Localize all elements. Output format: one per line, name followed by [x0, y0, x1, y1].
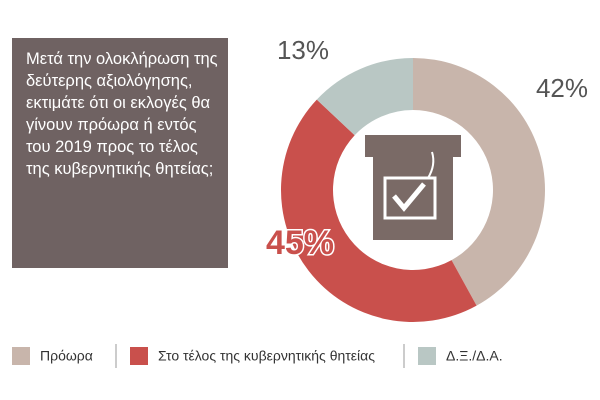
legend-swatch: [418, 347, 436, 365]
legend-label: Πρόωρα: [40, 348, 93, 364]
value-label: 42%: [536, 73, 588, 103]
question-box: Μετά την ολοκλήρωση της δεύτερης αξιολόγ…: [12, 38, 228, 268]
legend-label: Στο τέλος της κυβερνητικής θητείας: [158, 348, 375, 364]
value-label: 45%: [266, 224, 334, 262]
legend-label: Δ.Ξ./Δ.Α.: [446, 348, 503, 364]
ballot-box-icon: [365, 135, 461, 240]
donut-segment: [316, 58, 413, 136]
donut-segment: [413, 58, 545, 306]
donut-segment: [280, 99, 477, 323]
value-label: 13%: [277, 35, 329, 65]
legend-swatch: [12, 347, 30, 365]
legend-swatch: [130, 347, 148, 365]
